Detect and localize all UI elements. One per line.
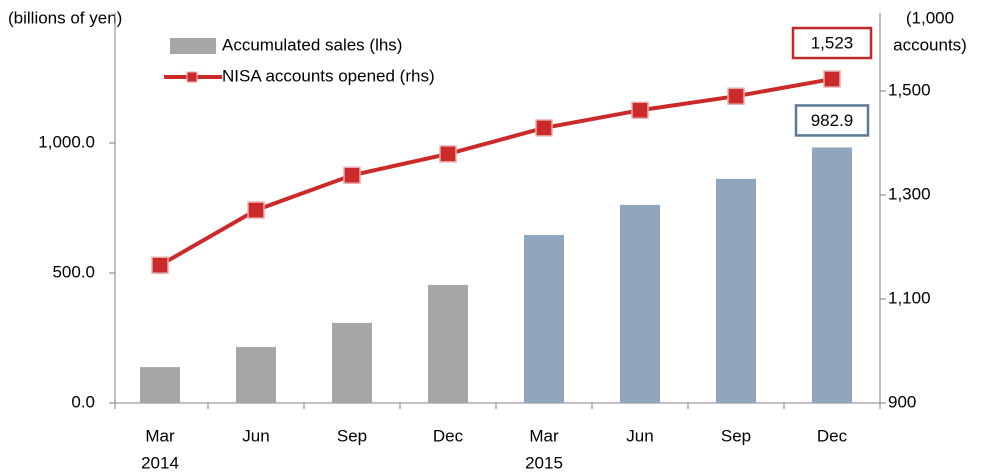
bar	[620, 204, 660, 403]
marker	[631, 101, 649, 119]
y-tick-label: 500.0	[52, 262, 95, 281]
x-tick-label: Jun	[626, 426, 653, 445]
line	[159, 77, 833, 267]
value-label: 982.9	[811, 111, 854, 130]
marker	[535, 119, 553, 137]
y2-tick-label: 1,300	[888, 184, 931, 203]
x-group-label: 2014	[141, 453, 179, 472]
y2-tick-label: 1,100	[888, 288, 931, 307]
bar	[140, 367, 180, 403]
bar	[428, 284, 468, 403]
y2-axis-label: accounts)	[893, 35, 967, 54]
bar	[812, 147, 852, 403]
legend-label: Accumulated sales (lhs)	[222, 35, 402, 54]
y-tick-label: 1,000.0	[38, 132, 95, 151]
y-tick-label: 0.0	[71, 392, 95, 411]
bar	[524, 235, 564, 403]
x-tick-label: Dec	[817, 426, 848, 445]
legend-marker	[186, 71, 198, 83]
value-label-box	[794, 104, 870, 137]
marker	[727, 87, 745, 105]
bar	[236, 347, 276, 403]
y2-tick-label: 1,500	[888, 80, 931, 99]
y-axis-label: (billions of yen)	[8, 8, 122, 27]
bar	[332, 322, 372, 403]
x-tick-label: Mar	[145, 426, 175, 445]
x-tick-label: Dec	[433, 426, 464, 445]
x-tick-label: Jun	[242, 426, 269, 445]
x-tick-label: Sep	[721, 426, 751, 445]
y2-tick-label: 900	[888, 392, 916, 411]
x-tick-label: Sep	[337, 426, 367, 445]
marker	[247, 201, 265, 219]
marker	[343, 166, 361, 184]
value-label: 1,523	[811, 34, 854, 53]
bar	[716, 178, 756, 403]
marker	[439, 145, 457, 163]
x-tick-label: Mar	[529, 426, 559, 445]
marker	[151, 256, 169, 274]
marker	[823, 70, 841, 88]
y2-axis-label: (1,000	[906, 8, 954, 27]
legend-swatch	[170, 38, 216, 54]
legend-label: NISA accounts opened (rhs)	[222, 66, 435, 85]
value-label-box	[791, 26, 873, 60]
x-group-label: 2015	[525, 453, 563, 472]
